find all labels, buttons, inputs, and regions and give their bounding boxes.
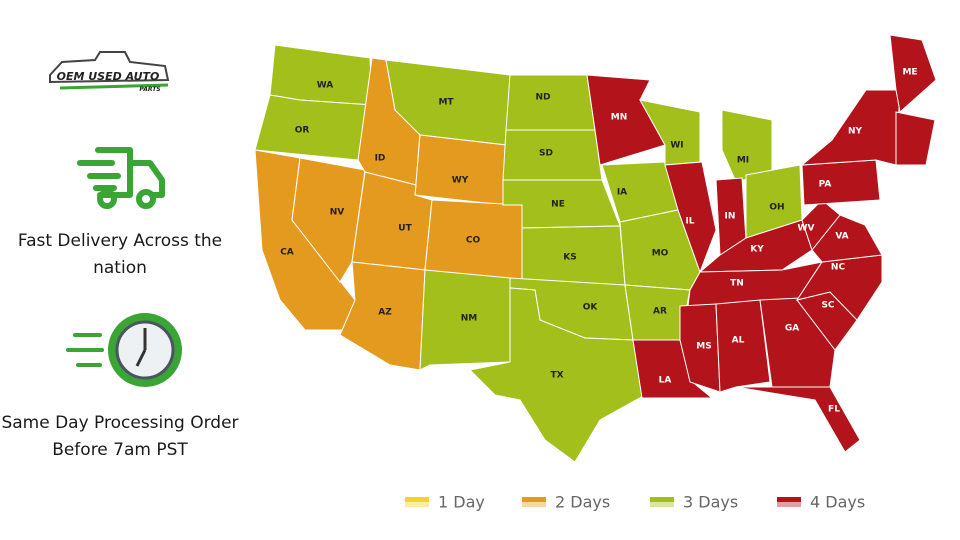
state-label: AL <box>732 336 745 346</box>
state-label: MO <box>652 249 669 259</box>
state-label: TX <box>550 371 563 381</box>
state-label: AZ <box>378 308 392 318</box>
state-label: OR <box>295 126 310 136</box>
state <box>254 94 373 161</box>
state-label: OH <box>769 203 784 213</box>
legend-swatch <box>522 502 546 507</box>
state <box>679 303 721 393</box>
state-label: IN <box>725 212 736 222</box>
state-label: MN <box>611 113 628 123</box>
legend-swatch <box>522 497 546 502</box>
legend-swatch <box>650 497 674 502</box>
state-label: GA <box>785 324 799 334</box>
state-label: KY <box>750 245 764 255</box>
state-label: WY <box>452 176 469 186</box>
state-label: CA <box>280 248 294 258</box>
state <box>801 199 841 252</box>
map: WA OR CA NV ID MT WY UT CO AZ NM ND SD NE KS OK TX MN IA MO… <box>254 34 937 512</box>
legend-swatch <box>405 502 429 507</box>
state-label: NV <box>330 208 345 218</box>
logo-title: OEM USED AUTO <box>57 70 160 83</box>
clock-icon <box>66 313 182 387</box>
state <box>468 287 646 463</box>
state-label: IL <box>685 217 694 227</box>
state-label: NE <box>551 200 565 210</box>
state-label: MS <box>696 342 711 352</box>
logo-subtitle: PARTS <box>139 86 160 93</box>
state-label: VA <box>835 232 848 242</box>
state-label: WI <box>670 141 683 151</box>
state <box>889 34 937 113</box>
state <box>505 74 596 131</box>
state-label: SD <box>539 149 553 159</box>
legend-swatch <box>650 502 674 507</box>
state <box>269 44 373 106</box>
state-label: PA <box>819 180 832 190</box>
state-label: KS <box>563 253 576 263</box>
state-label: WV <box>798 224 815 234</box>
state-label: NM <box>461 314 478 324</box>
state-label: MI <box>737 156 749 166</box>
state-label: NY <box>848 127 863 137</box>
legend-swatch <box>777 502 801 507</box>
state-label: AR <box>653 307 667 317</box>
legend-label: 4 Days <box>810 493 865 512</box>
state-label: NC <box>831 263 846 273</box>
legend-swatch <box>405 497 429 502</box>
state <box>414 134 507 206</box>
state-label: IA <box>617 188 627 198</box>
state <box>759 297 836 388</box>
state <box>632 339 714 399</box>
state-label: ME <box>902 68 917 78</box>
truck-icon <box>77 147 165 209</box>
state <box>664 161 717 274</box>
legend-label: 3 Days <box>683 493 738 512</box>
state-label: OK <box>583 303 599 313</box>
state-label: ND <box>535 93 550 103</box>
state <box>735 386 861 453</box>
state-label: CO <box>466 236 481 246</box>
left-panel: OEM USED AUTO PARTS <box>49 51 182 387</box>
state <box>291 157 366 283</box>
state-label: ID <box>375 154 386 164</box>
legend-swatch <box>777 497 801 502</box>
state-label: WA <box>317 81 334 91</box>
legend-label: 2 Days <box>555 493 610 512</box>
state <box>419 269 511 371</box>
state-label: LA <box>659 376 672 386</box>
state <box>801 159 881 206</box>
state-label: MT <box>438 98 454 108</box>
legend-label: 1 Day <box>438 493 485 512</box>
feature-text: Same Day Processing Order Before 7am PST <box>1 413 239 460</box>
feature-text: Fast Delivery Across the nation <box>17 231 223 278</box>
state <box>895 111 936 166</box>
state-label: TN <box>730 279 744 289</box>
state <box>715 299 771 393</box>
state-label: UT <box>398 224 412 234</box>
state-label: SC <box>821 301 834 311</box>
state-label: FL <box>828 405 840 415</box>
logo: OEM USED AUTO PARTS <box>49 51 170 93</box>
